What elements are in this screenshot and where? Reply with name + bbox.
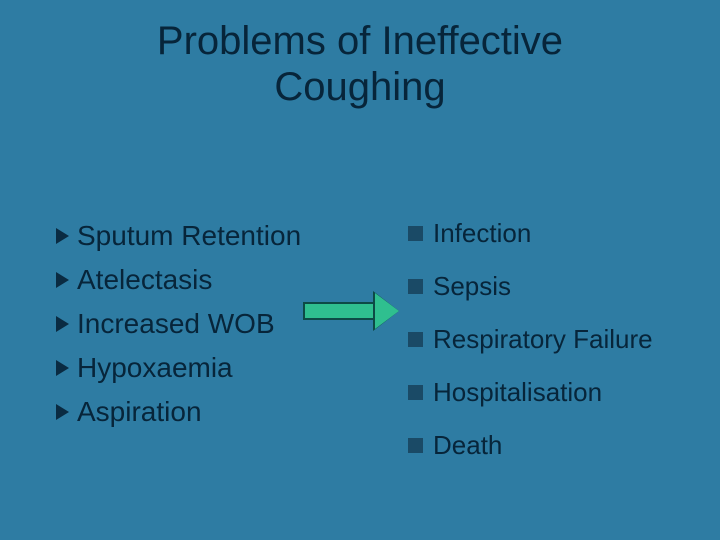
list-item: Death bbox=[408, 430, 653, 461]
square-icon bbox=[408, 279, 423, 294]
list-item: Hypoxaemia bbox=[56, 352, 301, 384]
list-item: Respiratory Failure bbox=[408, 324, 653, 355]
arrow-head bbox=[375, 293, 399, 329]
chevron-icon bbox=[56, 228, 69, 244]
list-item: Increased WOB bbox=[56, 308, 301, 340]
left-label: Atelectasis bbox=[77, 264, 212, 296]
list-item: Sepsis bbox=[408, 271, 653, 302]
left-label: Hypoxaemia bbox=[77, 352, 233, 384]
left-label: Increased WOB bbox=[77, 308, 275, 340]
arrow-shaft bbox=[303, 302, 375, 320]
chevron-icon bbox=[56, 404, 69, 420]
list-item: Aspiration bbox=[56, 396, 301, 428]
right-column: Infection Sepsis Respiratory Failure Hos… bbox=[408, 218, 653, 483]
square-icon bbox=[408, 226, 423, 241]
square-icon bbox=[408, 332, 423, 347]
slide-title: Problems of IneffectiveCoughing bbox=[0, 18, 720, 110]
left-label: Aspiration bbox=[77, 396, 202, 428]
right-label: Sepsis bbox=[433, 271, 511, 302]
list-item: Sputum Retention bbox=[56, 220, 301, 252]
left-label: Sputum Retention bbox=[77, 220, 301, 252]
right-label: Death bbox=[433, 430, 502, 461]
left-column: Sputum Retention Atelectasis Increased W… bbox=[56, 220, 301, 440]
list-item: Hospitalisation bbox=[408, 377, 653, 408]
right-label: Respiratory Failure bbox=[433, 324, 653, 355]
arrow-icon bbox=[303, 293, 399, 329]
chevron-icon bbox=[56, 316, 69, 332]
right-label: Infection bbox=[433, 218, 531, 249]
chevron-icon bbox=[56, 360, 69, 376]
list-item: Infection bbox=[408, 218, 653, 249]
square-icon bbox=[408, 438, 423, 453]
list-item: Atelectasis bbox=[56, 264, 301, 296]
right-label: Hospitalisation bbox=[433, 377, 602, 408]
square-icon bbox=[408, 385, 423, 400]
chevron-icon bbox=[56, 272, 69, 288]
